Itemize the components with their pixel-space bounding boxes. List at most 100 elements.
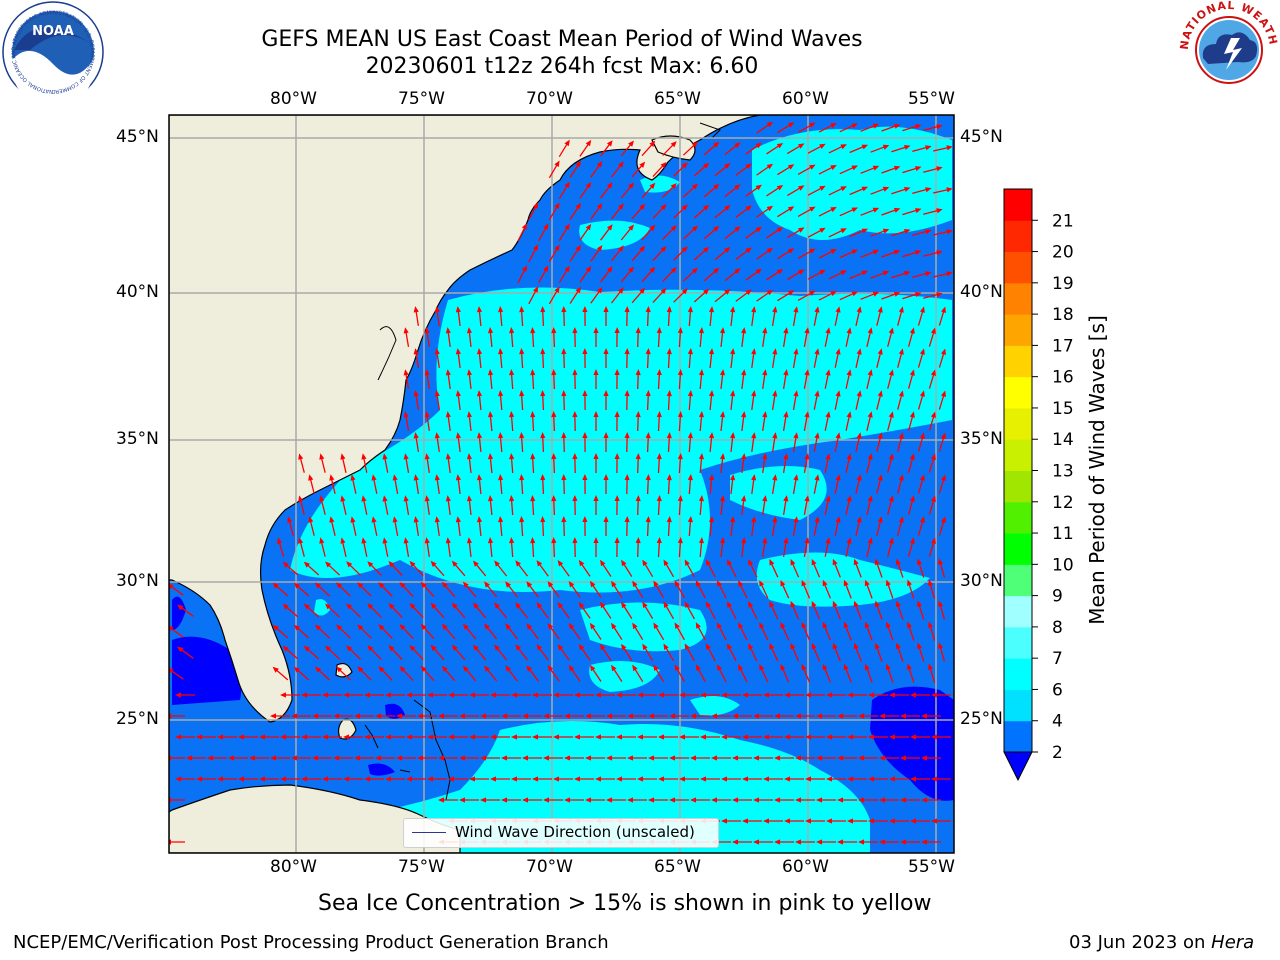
wave-direction-arrow	[887, 495, 894, 515]
wave-direction-arrow	[822, 663, 832, 683]
wave-direction-arrow	[714, 205, 731, 219]
wave-direction-arrow	[557, 560, 570, 577]
wave-direction-arrow	[420, 623, 435, 640]
wave-direction-arrow	[738, 580, 748, 599]
chart-subtitle: 20230601 t12z 264h fcst Max: 6.60	[365, 54, 759, 79]
wave-direction-arrow	[270, 755, 290, 761]
wave-direction-arrow	[532, 734, 552, 740]
wave-direction-arrow	[572, 411, 578, 432]
wave-direction-arrow	[822, 621, 832, 641]
wave-direction-arrow	[897, 432, 904, 452]
wave-direction-arrow	[774, 839, 794, 845]
wave-direction-arrow	[551, 369, 557, 390]
wave-direction-arrow	[445, 537, 451, 557]
wave-direction-arrow	[375, 755, 395, 761]
wave-direction-arrow	[795, 755, 815, 761]
wave-direction-arrow	[858, 839, 878, 845]
wave-direction-arrow	[756, 247, 774, 260]
footer-host: Hera	[1211, 932, 1255, 953]
wave-direction-arrow	[803, 411, 810, 432]
wave-direction-arrow	[807, 185, 826, 196]
wave-direction-arrow	[684, 643, 695, 662]
wave-direction-arrow	[522, 755, 542, 761]
wave-direction-arrow	[621, 643, 633, 661]
wave-direction-arrow	[824, 453, 831, 473]
wave-direction-arrow	[438, 755, 458, 761]
wave-direction-arrow	[866, 495, 873, 515]
wave-direction-arrow	[519, 390, 525, 411]
wave-direction-arrow	[528, 286, 539, 305]
wave-direction-arrow	[635, 369, 641, 390]
wave-direction-arrow	[610, 203, 624, 220]
wave-direction-arrow	[217, 734, 237, 740]
wave-direction-arrow	[357, 666, 372, 681]
wave-direction-arrow	[606, 713, 626, 719]
wave-direction-arrow	[406, 692, 426, 698]
wave-direction-arrow	[632, 622, 644, 641]
wave-direction-arrow	[682, 141, 698, 156]
wave-direction-arrow	[600, 182, 613, 199]
wave-direction-arrow	[579, 265, 592, 283]
wave-direction-arrow	[703, 141, 720, 156]
wave-direction-arrow	[392, 474, 399, 495]
wave-direction-arrow	[693, 162, 710, 177]
wave-direction-arrow	[756, 121, 774, 134]
wave-direction-arrow	[388, 561, 403, 576]
wave-direction-arrow	[885, 621, 894, 641]
wave-direction-arrow	[445, 495, 451, 515]
wave-direction-arrow	[721, 692, 741, 698]
wave-direction-arrow	[466, 327, 472, 347]
wave-direction-arrow	[834, 474, 841, 494]
wave-direction-arrow	[679, 734, 699, 740]
wave-direction-arrow	[322, 692, 342, 698]
wave-direction-arrow	[357, 582, 372, 597]
wave-direction-arrow	[600, 266, 613, 283]
wave-direction-arrow	[824, 411, 831, 431]
wave-direction-arrow	[902, 250, 922, 258]
wave-direction-arrow	[333, 755, 353, 761]
wave-direction-arrow	[624, 306, 630, 327]
wave-direction-arrow	[708, 348, 715, 369]
wave-direction-arrow	[807, 269, 826, 280]
wave-direction-arrow	[603, 306, 609, 326]
wave-direction-arrow	[816, 839, 836, 845]
wave-direction-arrow	[420, 665, 435, 682]
wave-direction-arrow	[662, 183, 677, 198]
wave-direction-arrow	[782, 369, 789, 390]
wave-direction-arrow	[887, 453, 894, 473]
wave-direction-arrow	[917, 600, 925, 620]
wave-direction-arrow	[897, 306, 904, 326]
wave-direction-arrow	[548, 286, 560, 305]
wave-direction-arrow	[595, 734, 615, 740]
wave-direction-arrow	[801, 579, 811, 599]
wave-direction-arrow	[259, 734, 279, 740]
wave-direction-arrow	[879, 713, 899, 719]
wave-direction-arrow	[837, 755, 857, 761]
wave-direction-arrow	[897, 348, 904, 368]
wave-direction-arrow	[763, 734, 783, 740]
wave-direction-arrow	[907, 453, 915, 473]
wave-direction-arrow	[938, 600, 946, 620]
wave-direction-arrow	[735, 247, 752, 260]
wave-direction-arrow	[921, 839, 941, 845]
wave-direction-arrow	[314, 582, 331, 597]
wave-direction-arrow	[753, 755, 773, 761]
wave-direction-arrow	[272, 582, 289, 597]
wave-direction-arrow	[382, 495, 389, 515]
wave-direction-arrow	[756, 289, 774, 302]
wave-direction-arrow	[494, 602, 508, 619]
wave-direction-arrow	[593, 453, 599, 473]
wave-direction-arrow	[409, 560, 424, 577]
wave-direction-arrow	[762, 495, 768, 515]
wave-direction-arrow	[484, 623, 498, 640]
wave-direction-arrow	[719, 327, 726, 347]
wave-direction-arrow	[703, 267, 720, 282]
wave-direction-arrow	[364, 692, 384, 698]
wave-direction-arrow	[642, 559, 654, 578]
wave-direction-arrow	[277, 537, 285, 557]
wave-direction-arrow	[923, 208, 943, 215]
wave-direction-arrow	[795, 797, 815, 803]
left-lat-label-25n: 25°N	[116, 709, 159, 729]
wave-direction-arrow	[399, 624, 414, 640]
wave-direction-arrow	[843, 579, 852, 599]
